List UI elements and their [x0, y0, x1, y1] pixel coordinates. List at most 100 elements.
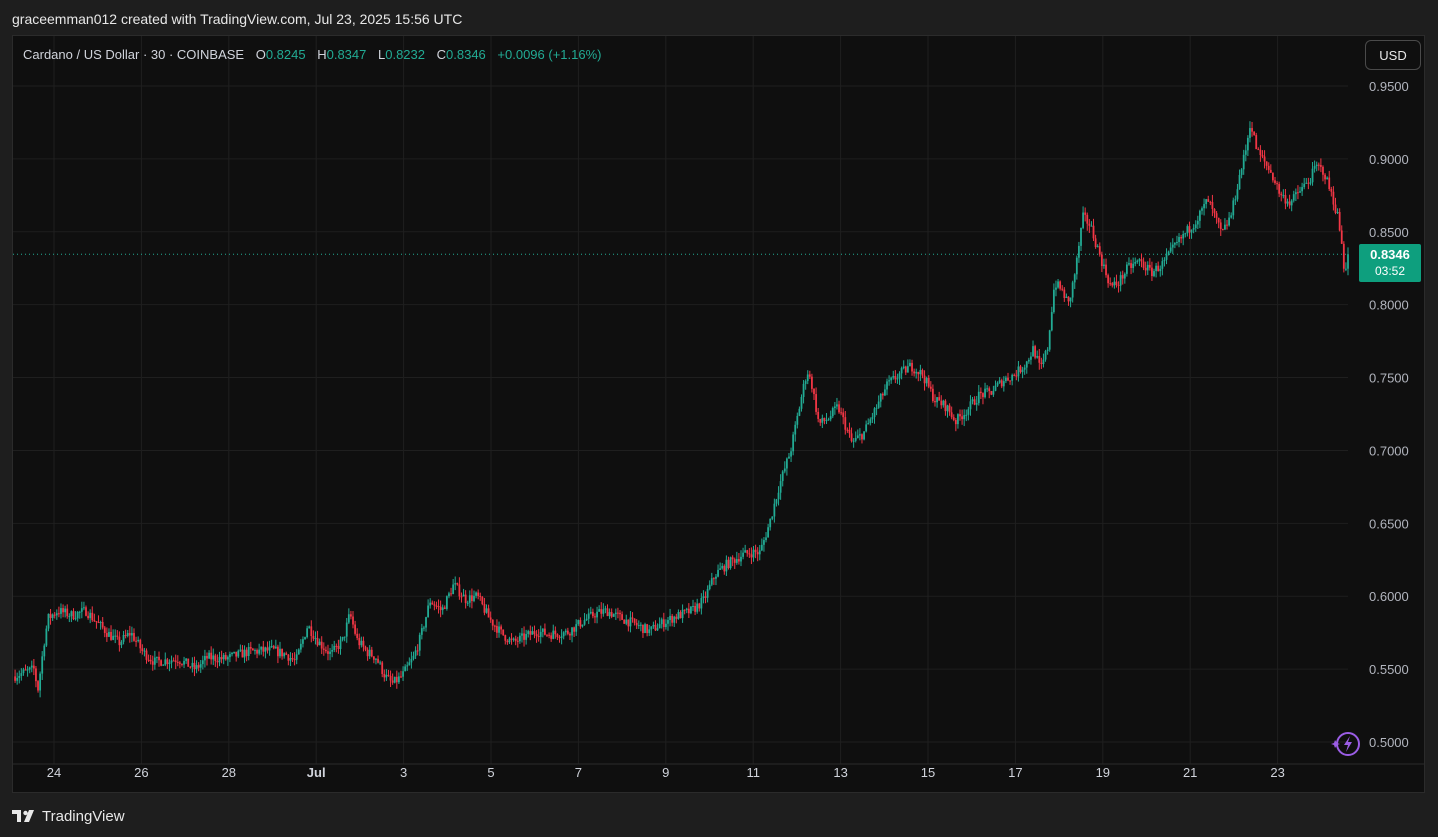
- candle-body: [233, 651, 236, 653]
- candle-body: [78, 611, 81, 613]
- candle-body: [1176, 242, 1178, 244]
- candle-body: [931, 388, 934, 402]
- candle-body: [210, 652, 213, 660]
- candle-body: [965, 414, 968, 416]
- candle-body: [381, 662, 384, 674]
- candle-body: [946, 405, 949, 412]
- candle-body: [118, 636, 121, 646]
- candle-body: [185, 658, 188, 661]
- candle-body: [1128, 263, 1130, 265]
- candle-body: [1098, 246, 1101, 255]
- candle-body: [623, 619, 626, 624]
- candle-body: [337, 645, 340, 649]
- candle-body: [279, 648, 281, 657]
- credit-text: graceemman012 created with TradingView.c…: [12, 11, 463, 27]
- candle-body: [289, 658, 292, 661]
- y-axis[interactable]: 0.9500 0.9000 0.8500 0.8000 0.7500 0.7000 0.65…: [1369, 79, 1409, 750]
- candle-body: [848, 429, 851, 434]
- candle-body: [402, 671, 404, 677]
- candle-body: [43, 645, 46, 657]
- candle-body: [1257, 149, 1260, 151]
- candle-body: [704, 596, 707, 598]
- candle-body: [664, 623, 667, 628]
- candle-body: [583, 620, 586, 625]
- candle-body: [1111, 283, 1114, 286]
- candle-body: [558, 637, 561, 639]
- candle-body: [854, 437, 857, 441]
- candle-body: [116, 635, 119, 637]
- candle-body: [473, 595, 475, 602]
- candle-body: [1255, 135, 1258, 150]
- candle-body: [919, 369, 922, 375]
- candle-body: [66, 608, 69, 617]
- candle-body: [1311, 168, 1314, 183]
- y-tick-label: 0.6500: [1369, 516, 1409, 531]
- candle-body: [1315, 164, 1318, 167]
- candle-body: [243, 649, 246, 658]
- candle-body: [156, 656, 158, 658]
- candle-body: [423, 627, 425, 629]
- candle-body: [1201, 208, 1203, 211]
- candle-body: [771, 516, 774, 519]
- candle-body: [694, 605, 697, 612]
- y-tick-label: 0.9000: [1369, 152, 1409, 167]
- candle-body: [775, 499, 778, 504]
- candle-body: [408, 662, 411, 666]
- candle-body: [654, 624, 657, 631]
- candle-body: [594, 616, 596, 618]
- candle-body: [95, 621, 98, 623]
- candle-body: [587, 613, 590, 619]
- candle-body: [1090, 225, 1093, 227]
- brand-name[interactable]: TradingView: [42, 807, 125, 825]
- candle-body: [537, 636, 540, 638]
- candle-body: [842, 412, 845, 418]
- close-label: C: [436, 47, 447, 62]
- candle-body: [514, 638, 517, 641]
- candle-body: [1105, 264, 1107, 276]
- low-value: 0.8232: [385, 47, 425, 62]
- candle-body: [1280, 193, 1283, 196]
- candle-body: [671, 615, 674, 623]
- candle-body: [195, 665, 198, 670]
- candle-body: [187, 658, 190, 667]
- candle-body: [639, 624, 642, 626]
- candle-body: [706, 589, 709, 598]
- candle-body: [690, 606, 692, 614]
- x-axis[interactable]: 24 26 28 Jul 3 5 7 9 11 13 15 17 19 21 23: [13, 763, 1424, 780]
- candle-body: [717, 569, 719, 577]
- candle-body: [460, 596, 463, 598]
- currency-button[interactable]: USD: [1365, 40, 1421, 70]
- candle-body: [644, 624, 646, 634]
- chart-panel[interactable]: 0.9500 0.9000 0.8500 0.8000 0.7500 0.7000 0.65…: [12, 35, 1425, 793]
- candle-body: [1103, 264, 1105, 267]
- candle-body: [957, 414, 959, 425]
- candle-body: [391, 680, 394, 683]
- candle-body: [445, 596, 448, 609]
- candle-body: [865, 424, 868, 432]
- candle-body: [767, 527, 770, 538]
- candle-body: [272, 646, 275, 649]
- candle-body: [1084, 212, 1087, 215]
- lightning-bolt-icon[interactable]: [1331, 728, 1363, 760]
- tradingview-logo-icon[interactable]: [12, 807, 40, 825]
- candle-body: [573, 627, 576, 632]
- candle-body: [331, 650, 334, 652]
- candle-body: [1334, 204, 1337, 213]
- candle-body: [333, 645, 336, 651]
- candle-body: [1144, 267, 1147, 271]
- candle-body: [996, 382, 999, 386]
- symbol-title[interactable]: Cardano / US Dollar · 30 · COINBASE: [23, 47, 245, 62]
- candle-body: [1332, 191, 1335, 205]
- candle-body: [529, 631, 532, 635]
- price-chart[interactable]: 0.9500 0.9000 0.8500 0.8000 0.7500 0.7000 0.65…: [13, 36, 1424, 792]
- candle-body: [998, 380, 1001, 383]
- candle-body: [101, 621, 104, 628]
- y-tick-label: 0.6000: [1369, 589, 1409, 604]
- candle-body: [596, 611, 598, 618]
- candle-body: [220, 657, 223, 660]
- candle-body: [291, 658, 294, 660]
- x-tick-label: 15: [921, 765, 935, 780]
- candle-body: [1294, 192, 1297, 195]
- candle-body: [1019, 366, 1022, 373]
- candle-body: [85, 607, 87, 616]
